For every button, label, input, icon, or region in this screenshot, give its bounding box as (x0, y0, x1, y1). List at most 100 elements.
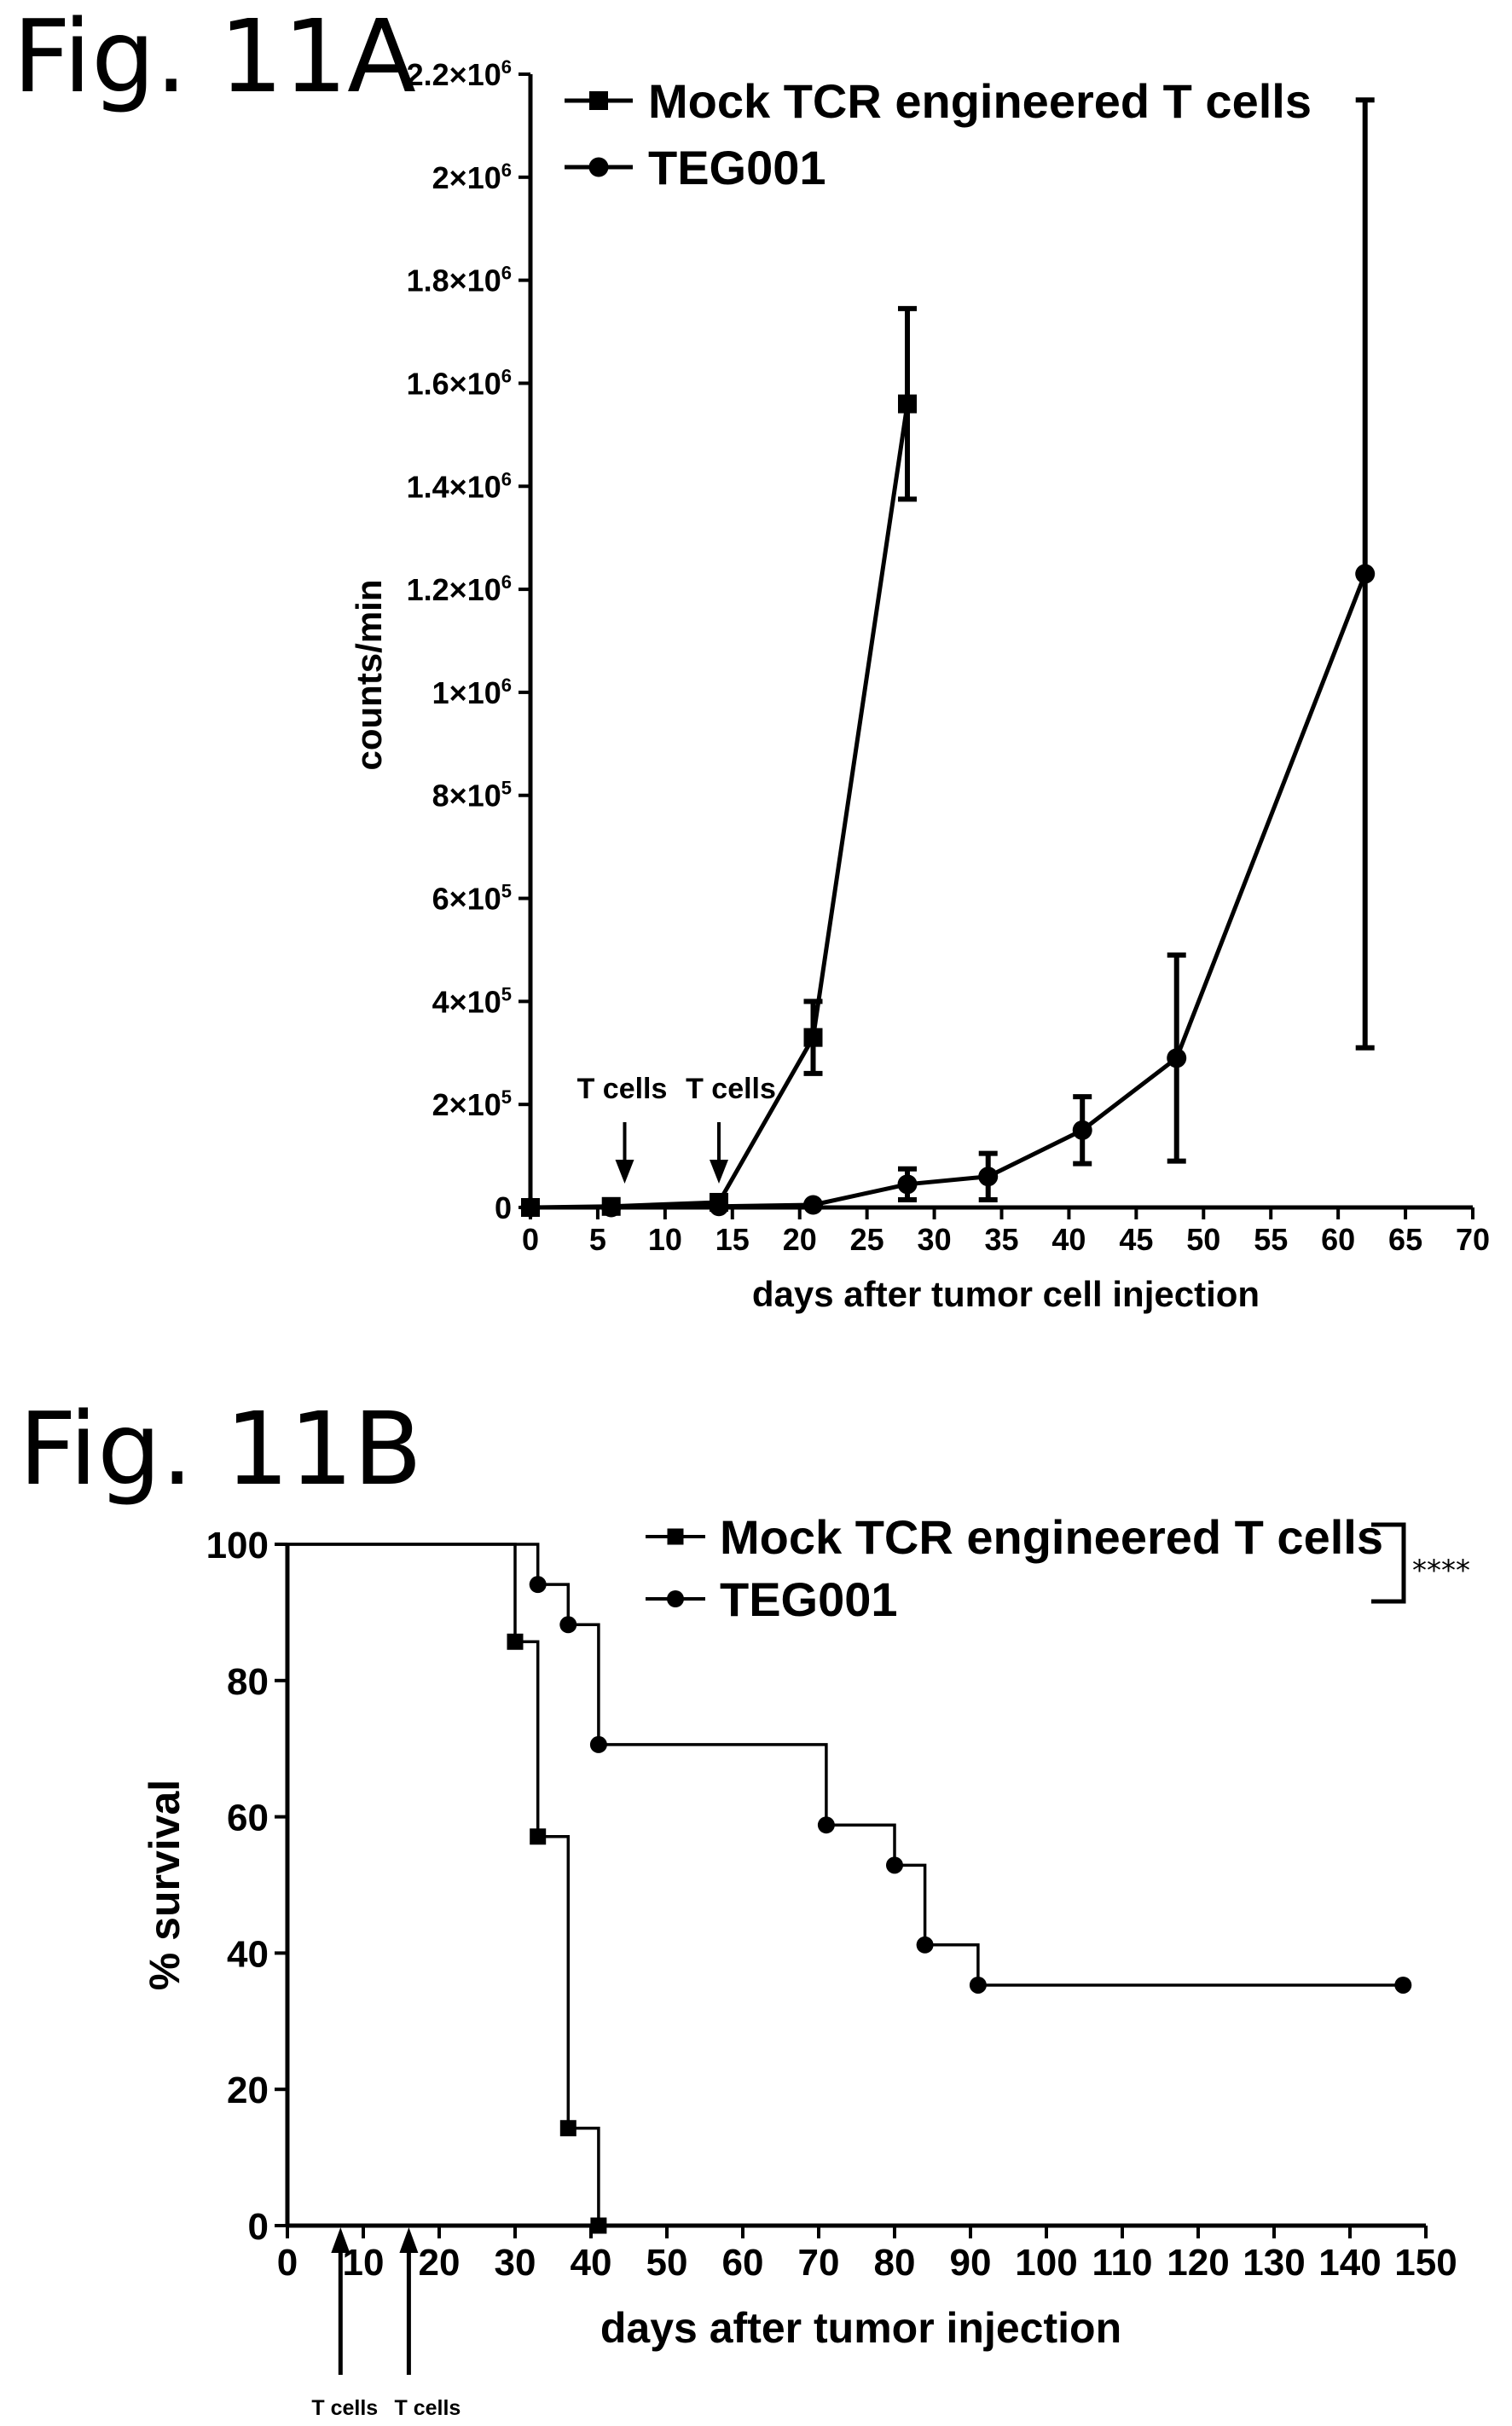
panel-a-x-tick-label: 10 (648, 1222, 682, 1257)
panel-a-data-point (803, 1195, 823, 1215)
panel-a-annotation-arrow-head (710, 1160, 728, 1184)
panel-b-data-point (507, 1633, 524, 1650)
panel-a-y-tick-base: 2×10 (432, 1087, 501, 1122)
panel-b-x-tick-label: 150 (1394, 2242, 1457, 2284)
panel-b-data-point (1394, 1976, 1412, 1994)
panel-a-x-tick-label: 45 (1119, 1222, 1153, 1257)
panel-a-annotation-arrow-head (615, 1160, 634, 1184)
panel-b-y-tick-label: 60 (227, 1798, 269, 1839)
panel-a-y-tick-label: 1.8×106 (407, 263, 512, 298)
panel-a-y-tick-base: 1.8×10 (407, 263, 501, 298)
panel-a-data-point (1072, 1120, 1092, 1140)
panel-a-x-tick-label: 30 (918, 1222, 952, 1257)
panel-a-y-tick-exponent: 6 (501, 263, 512, 284)
panel-b-data-point (590, 2217, 607, 2234)
panel-a-y-tick-exponent: 5 (501, 1086, 512, 1108)
panel-b-annotation-arrow-head (331, 2227, 350, 2253)
panel-a-y-tick-label: 4×105 (432, 983, 512, 1019)
panel-b-y-axis-title: % survival (141, 1780, 188, 1990)
panel-a-series-line-1 (530, 573, 1368, 1210)
panel-b-y-tick-label: 20 (227, 2070, 269, 2111)
panel-b: Fig. 11B 0 10 20 30 40 50 60 70 80 90 100 110 120 130 1… (19, 1390, 1470, 2420)
panel-b-survival-curve-1 (287, 1543, 1404, 1987)
panel-b-x-tick-label: 40 (571, 2242, 612, 2284)
panel-b-data-point (530, 1828, 547, 1845)
panel-a-y-tick-base: 1.6×10 (407, 366, 501, 401)
panel-a-x-tick-label: 40 (1051, 1222, 1086, 1257)
panel-a-y-tick-base: 1.2×10 (407, 572, 501, 607)
panel-a-y-tick-base: 2.2×10 (407, 57, 501, 92)
panel-a-y-tick-label: 1.6×106 (407, 365, 512, 401)
panel-a-data-point (897, 1174, 918, 1195)
panel-b-y-tick-label: 0 (248, 2206, 269, 2248)
panel-a-annotation-label: T cells (686, 1073, 776, 1105)
panel-a-y-tick-exponent: 5 (501, 881, 512, 902)
panel-a-label: Fig. 11A (13, 0, 416, 115)
panel-a-y-tick-exponent: 6 (501, 468, 512, 489)
panel-b-annotation-label: T cells (311, 2396, 378, 2420)
panel-b-x-tick-label: 80 (874, 2242, 916, 2284)
panel-b-significance-label: **** (1412, 1554, 1470, 1588)
panel-a-x-tick-label: 5 (589, 1222, 606, 1257)
panel-a-data-point (709, 1196, 729, 1217)
panel-a-data-point (803, 1028, 823, 1047)
panel-a-y-tick-exponent: 6 (501, 159, 512, 181)
panel-b-x-tick-label: 100 (1015, 2242, 1077, 2284)
panel-b-y-tick-label: 80 (227, 1661, 269, 1703)
panel-b-data-point (969, 1976, 987, 1994)
panel-b-annotation-label: T cells (394, 2396, 461, 2420)
panel-a-data-point (1355, 564, 1376, 584)
panel-a-data-point (1167, 1048, 1187, 1068)
panel-a-x-tick-label: 25 (850, 1222, 884, 1257)
panel-b-y-tick-label: 100 (206, 1525, 269, 1566)
panel-b-x-tick-label: 90 (950, 2242, 992, 2284)
panel-a-y-tick-label: 8×105 (432, 778, 512, 813)
panel-b-label: Fig. 11B (19, 1390, 422, 1508)
panel-a-y-tick-exponent: 5 (501, 983, 512, 1005)
panel-b-legend-marker-0 (667, 1528, 684, 1545)
panel-a-y-tick-exponent: 6 (501, 571, 512, 593)
panel-b-x-axis-title: days after tumor injection (600, 2304, 1121, 2352)
panel-a-y-tick-base: 8×10 (432, 779, 501, 813)
panel-a-legend-label-0: Mock TCR engineered T cells (648, 74, 1312, 128)
panel-b-x-tick-label: 0 (277, 2242, 298, 2284)
panel-a-data-point (978, 1167, 999, 1187)
panel-b-x-tick-label: 110 (1092, 2242, 1153, 2284)
panel-a-y-tick-base: 6×10 (432, 882, 501, 917)
panel-a-x-tick-label: 50 (1186, 1222, 1220, 1257)
panel-b-data-point (589, 1735, 607, 1753)
panel-b-x-tick-label: 20 (419, 2242, 461, 2284)
panel-a-y-tick-base: 4×10 (432, 984, 501, 1019)
panel-a-y-tick-label: 0 (495, 1190, 512, 1225)
panel-b-legend-label-1: TEG001 (720, 1572, 898, 1626)
panel-a-y-tick-label: 2×106 (432, 159, 512, 195)
panel-a-y-tick-label: 2×105 (432, 1086, 512, 1122)
panel-a-y-tick-label: 1.2×106 (407, 571, 512, 607)
panel-a-y-tick-exponent: 6 (501, 56, 512, 78)
panel-b-x-tick-label: 30 (495, 2242, 536, 2284)
panel-b-x-tick-label: 50 (646, 2242, 688, 2284)
panel-b-x-tick-label: 10 (343, 2242, 385, 2284)
panel-a-x-tick-label: 55 (1254, 1222, 1288, 1257)
panel-b-data-point (886, 1856, 903, 1874)
panel-b-significance-bracket (1371, 1522, 1406, 1604)
panel-b-x-tick-label: 70 (798, 2242, 840, 2284)
panel-a-y-tick-label: 2.2×106 (407, 56, 512, 92)
panel-a-legend-marker-0 (589, 91, 608, 110)
panel-a-y-axis-title: counts/min (349, 579, 389, 770)
panel-b-x-tick-label: 130 (1243, 2242, 1305, 2284)
panel-b-legend-marker-1 (667, 1590, 684, 1607)
panel-b-data-point (559, 2120, 576, 2137)
panel-a-x-tick-label: 65 (1388, 1222, 1422, 1257)
panel-b-legend-label-0: Mock TCR engineered T cells (720, 1510, 1383, 1564)
panel-a-x-tick-label: 60 (1321, 1222, 1355, 1257)
panel-a-x-axis-title: days after tumor cell injection (752, 1274, 1260, 1314)
panel-a-data-point (898, 394, 917, 414)
panel-a-legend-marker-1 (588, 157, 609, 177)
panel-b-y-tick-label: 40 (227, 1933, 269, 1975)
panel-a-y-tick-base: 1×10 (432, 675, 501, 710)
panel-a-y-tick-base: 0 (495, 1190, 512, 1225)
panel-a-y-tick-label: 1×106 (432, 675, 512, 710)
